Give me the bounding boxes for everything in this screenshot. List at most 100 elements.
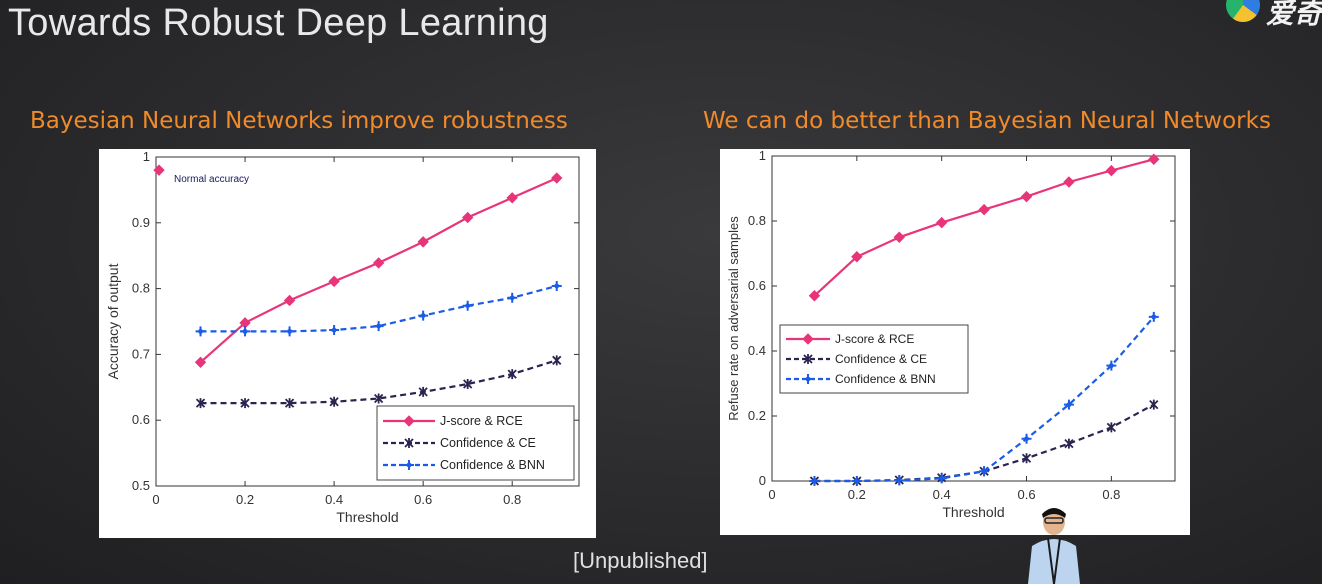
left-legend-marker-jscore-rce (403, 415, 415, 427)
right-chart-panel: 0 0.2 0.4 0.6 0.8 0 0.2 0.4 0.6 0.8 1 Threshold Refu… (720, 148, 1190, 535)
right-data-point-dot (812, 478, 817, 484)
left-data-point (373, 393, 384, 404)
left-data-point-dot (331, 327, 337, 333)
right-series-jscore-rce (808, 153, 1160, 302)
right-data-point (1020, 190, 1033, 203)
right-data-point (1106, 422, 1117, 433)
right-series-confidence-bnn (809, 311, 1159, 486)
left-legend-label-jscore-rce: J-score & RCE (440, 414, 523, 428)
right-data-point (1064, 438, 1074, 449)
left-data-point (240, 398, 250, 409)
left-x-tick-label: 0.4 (325, 492, 343, 507)
left-data-point (283, 294, 296, 307)
left-data-point (507, 369, 517, 380)
left-data-point (552, 355, 562, 366)
right-x-tick-label: 0.8 (1102, 487, 1120, 502)
left-data-point (195, 398, 206, 409)
unpublished-note: [Unpublished] (573, 548, 708, 573)
left-x-tick-label: 0.8 (503, 492, 521, 507)
left-y-tick-label: 1 (143, 149, 150, 164)
left-y-tick-label: 0.5 (132, 478, 150, 493)
left-data-point-dot (465, 303, 471, 309)
left-x-tick-label: 0 (152, 492, 159, 507)
left-data-point-dot (287, 328, 292, 334)
left-y-tick-label: 0.6 (132, 412, 150, 427)
right-data-point-dot (1066, 402, 1072, 408)
left-series-confidence-bnn (195, 280, 562, 337)
right-y-tick-label: 0.2 (748, 408, 766, 423)
accuracy-chart: 0 0.2 0.4 0.6 0.8 0.5 0.6 0.7 0.8 0.9 1 Threshold Ac… (105, 149, 580, 525)
left-data-point-dot (376, 323, 382, 329)
right-data-point-dot (896, 477, 902, 483)
right-data-point (1021, 453, 1032, 464)
left-data-point (418, 386, 428, 397)
left-data-point (506, 192, 518, 204)
right-data-point-dot (981, 468, 987, 474)
right-legend-label-confidence-ce: Confidence & CE (835, 352, 927, 366)
right-data-point-dot (1108, 363, 1114, 369)
left-legend-label-confidence-ce: Confidence & CE (440, 436, 536, 450)
slide-title: Towards Robust Deep Learning (8, 2, 549, 44)
left-data-point-dot (242, 328, 248, 334)
right-x-tick-label: 0.6 (1017, 487, 1035, 502)
right-data-point (978, 203, 990, 216)
right-data-point-dot (939, 476, 945, 481)
right-data-point (1149, 399, 1159, 410)
left-data-point-dot (420, 313, 426, 318)
right-chart-heading: We can do better than Bayesian Neural Ne… (703, 108, 1271, 134)
left-chart-panel: 0 0.2 0.4 0.6 0.8 0.5 0.6 0.7 0.8 0.9 1 Threshold Ac… (99, 149, 596, 538)
left-data-point (417, 236, 429, 248)
right-y-tick-label: 0.8 (748, 213, 766, 228)
right-data-point (893, 231, 905, 243)
left-series-confidence-ce (195, 355, 562, 409)
left-data-point (461, 211, 474, 224)
right-data-point (1105, 164, 1118, 177)
right-y-tick-label: 0 (759, 473, 766, 488)
right-data-point (935, 216, 948, 229)
broadcast-logo: 爱奇 (1182, 0, 1322, 26)
left-x-tick-label: 0.2 (236, 492, 254, 507)
speaker-figure (1028, 508, 1080, 584)
left-chart-heading: Bayesian Neural Networks improve robustn… (30, 108, 568, 134)
logo-wordmark: 爱奇 (1266, 0, 1322, 26)
right-legend: J-score & RCE Confidence & CE Confidence &… (779, 324, 969, 394)
left-data-point (463, 379, 473, 390)
left-data-point (328, 275, 340, 288)
left-y-tick-label: 0.8 (132, 281, 150, 296)
left-x-tick-label: 0.6 (414, 492, 432, 507)
left-y-axis-label: Accuracy of output (105, 263, 121, 379)
right-x-tick-label: 0.2 (848, 487, 866, 502)
right-legend-marker-confidence-bnn-dot (805, 376, 811, 382)
right-data-point (808, 290, 821, 302)
right-y-tick-label: 0.4 (748, 343, 766, 358)
left-legend-marker-confidence-bnn-dot (406, 462, 412, 468)
left-data-point-dot (198, 328, 203, 334)
logo-mark-icon (1226, 0, 1260, 22)
left-legend-marker-confidence-ce (404, 438, 414, 448)
right-data-point-dot (854, 478, 860, 484)
right-x-tick-label: 0 (768, 487, 775, 502)
left-legend: J-score & RCE Confidence & CE Confidence &… (376, 405, 575, 481)
left-series-jscore-rce (194, 172, 563, 369)
right-x-tick-label: 0.4 (933, 487, 951, 502)
left-data-point-dot (554, 283, 560, 289)
right-legend-marker-jscore-rce (802, 333, 814, 345)
right-legend-label-jscore-rce: J-score & RCE (835, 332, 914, 346)
right-y-tick-label: 0.6 (748, 278, 766, 293)
left-data-point (372, 257, 385, 269)
right-plot-area (771, 155, 1176, 482)
left-annotation-point (153, 164, 165, 176)
left-legend-label-confidence-bnn: Confidence & BNN (440, 458, 545, 472)
right-data-point-dot (1024, 436, 1029, 442)
right-data-point-dot (1151, 314, 1157, 320)
left-data-point (284, 398, 295, 409)
right-data-point (851, 251, 863, 263)
right-data-point (1063, 176, 1075, 188)
left-y-tick-label: 0.9 (132, 215, 150, 230)
left-data-point (194, 356, 207, 369)
left-data-point-dot (509, 295, 515, 301)
right-data-point (1148, 153, 1160, 165)
left-annotation-label: Normal accuracy (174, 174, 249, 185)
left-data-point (551, 172, 563, 184)
left-x-axis-label: Threshold (336, 509, 398, 525)
